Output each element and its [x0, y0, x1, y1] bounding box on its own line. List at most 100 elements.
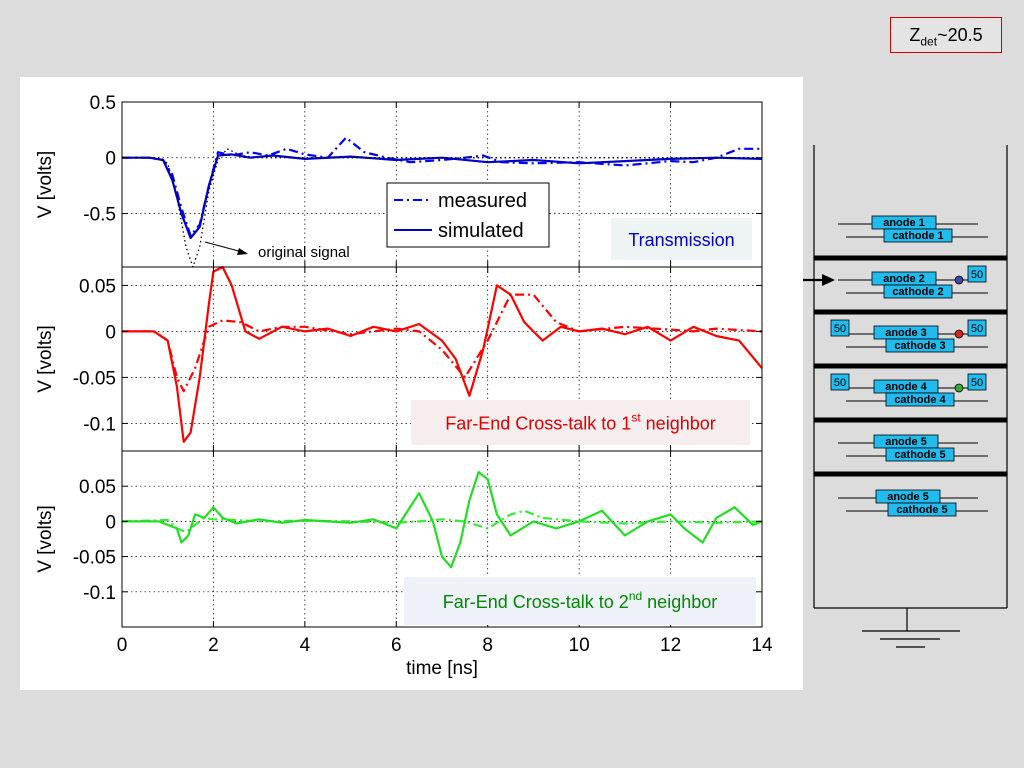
left-termination-label: 50 [834, 323, 846, 335]
panel-label-box [404, 577, 756, 625]
y-tick-label: 0 [105, 149, 116, 170]
y-tick-label: -0.1 [83, 583, 116, 604]
x-axis-label: time [ns] [406, 658, 478, 679]
cathode-box [887, 502, 957, 517]
left-termination-box [830, 373, 850, 391]
y-tick-label: 0 [105, 322, 116, 343]
panel-label: Far-End Cross-talk to 1st neighbor [445, 411, 715, 434]
cathode-label: cathode 3 [894, 340, 945, 352]
panel-label: Transmission [628, 230, 734, 250]
anode-label: anode 2 [883, 273, 925, 285]
readout-dot [954, 275, 964, 285]
anode-box [873, 434, 939, 449]
annotation-arrowhead [237, 248, 248, 255]
y-tick-label: -0.05 [73, 548, 116, 569]
anode-label: anode 5 [885, 436, 927, 448]
z-det-main: Z [909, 25, 921, 45]
legend-entry-simulated: simulated [438, 220, 524, 242]
legend-entry-measured: measured [438, 190, 527, 212]
anode-box [871, 271, 937, 286]
legend-box [386, 182, 550, 248]
y-tick-label: 0.05 [79, 477, 116, 498]
left-termination-box [830, 319, 850, 337]
axes-frame [121, 450, 763, 628]
right-termination-box [967, 265, 987, 283]
y-tick-label: -0.1 [83, 414, 116, 435]
x-tick-label: 10 [569, 635, 590, 656]
x-tick-label: 14 [751, 635, 773, 656]
plot-panel-2: 0.05 0 -0.05 -0.1 V [volts] Far-End Cross-tal… [35, 265, 763, 452]
series-measured [122, 293, 763, 393]
series-measured [121, 509, 763, 534]
readout-dot [954, 329, 964, 339]
cathode-box [883, 228, 953, 243]
x-tick-label: 2 [208, 635, 219, 656]
y-axis-label: V [volts] [35, 151, 56, 219]
anode-label: anode 1 [883, 217, 925, 229]
right-termination-box [967, 373, 987, 391]
panel-label-sup: st [631, 411, 641, 425]
panel-label-text: Far-End Cross-talk to 2 [443, 592, 629, 612]
cathode-label: cathode 4 [894, 394, 946, 406]
series-simulated [122, 265, 763, 443]
x-tick-label: 0 [117, 635, 128, 656]
y-tick-label: 0.05 [79, 276, 116, 297]
x-tick-label: 12 [660, 635, 681, 656]
y-tick-label: -0.5 [83, 204, 116, 225]
readout-dot [954, 383, 964, 393]
waveform-chart: 0.5 0 -0.5 V [volts] Transmission measured sim… [35, 93, 773, 679]
z-det-sub: det [920, 34, 938, 49]
y-axis-label: V [volts] [35, 505, 56, 573]
cathode-box [885, 447, 955, 462]
legend: measured simulated [386, 182, 550, 248]
anode-label: anode 4 [885, 381, 927, 393]
plot-panel-1: 0.5 0 -0.5 V [volts] Transmission measured sim… [35, 93, 763, 268]
panel-label-sup: nd [629, 589, 642, 603]
series-simulated [122, 153, 763, 240]
ground-plane [814, 309, 1007, 315]
panel-label-text: Far-End Cross-talk to 1 [445, 414, 631, 434]
anode-label: anode 3 [885, 327, 927, 339]
x-tick-label: 4 [300, 635, 311, 656]
anode-label: anode 5 [887, 491, 929, 503]
anode-box [873, 325, 939, 340]
anode-box [873, 379, 939, 394]
x-tick-label: 8 [482, 635, 493, 656]
cathode-label: cathode 5 [894, 449, 945, 461]
annotation-original-signal: original signal [258, 244, 350, 261]
z-det-value: ~20.5 [937, 25, 983, 45]
x-tick-label: 6 [391, 635, 402, 656]
panel-label-tail: neighbor [641, 414, 716, 434]
z-det-label: Zdet~20.5 [890, 17, 1002, 53]
y-axis-label: V [volts] [35, 325, 56, 393]
right-termination-label: 50 [971, 269, 983, 281]
ground-plane [814, 255, 1007, 261]
right-termination-label: 50 [971, 323, 983, 335]
anode-box [875, 489, 941, 504]
ground-plane [814, 363, 1007, 369]
cathode-box [883, 284, 953, 299]
y-tick-label: 0.5 [90, 93, 116, 114]
anode-box [871, 215, 937, 230]
cathode-box [885, 392, 955, 407]
y-tick-label: 0 [105, 512, 116, 533]
ground-plane [814, 471, 1007, 477]
plot-panel: 0.5 0 -0.5 V [volts] Transmission measured sim… [20, 77, 803, 690]
panel-label-box [611, 218, 752, 260]
panel-label-tail: neighbor [642, 592, 717, 612]
cathode-label: cathode 1 [892, 230, 943, 242]
cathode-label: cathode 2 [892, 286, 943, 298]
cathode-label: cathode 5 [896, 504, 947, 516]
y-tick-label: -0.05 [73, 368, 116, 389]
panel-label-text: Transmission [628, 230, 734, 250]
left-termination-label: 50 [834, 377, 846, 389]
input-arrow-head [822, 274, 835, 286]
cathode-box [885, 338, 955, 353]
